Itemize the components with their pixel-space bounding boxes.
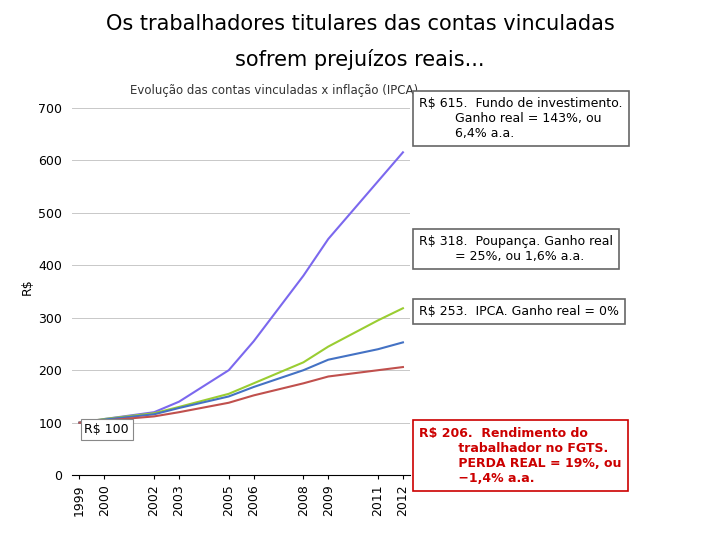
Text: R$ 206.  Rendimento do
         trabalhador no FGTS.
         PERDA REAL = 19%, : R$ 206. Rendimento do trabalhador no FGT… bbox=[419, 427, 621, 484]
Text: Evolução das contas vinculadas x inflação (IPCA): Evolução das contas vinculadas x inflaçã… bbox=[130, 84, 418, 97]
Text: R$ 615.  Fundo de investimento.
         Ganho real = 143%, ou
         6,4% a.a: R$ 615. Fundo de investimento. Ganho rea… bbox=[419, 97, 623, 140]
Text: R$ 318.  Poupança. Ganho real
         = 25%, ou 1,6% a.a.: R$ 318. Poupança. Ganho real = 25%, ou 1… bbox=[419, 235, 613, 263]
Text: sofrem prejuízos reais...: sofrem prejuízos reais... bbox=[235, 49, 485, 70]
Y-axis label: R$: R$ bbox=[21, 278, 34, 295]
Text: R$ 100: R$ 100 bbox=[84, 423, 129, 436]
Text: Os trabalhadores titulares das contas vinculadas: Os trabalhadores titulares das contas vi… bbox=[106, 14, 614, 33]
Text: R$ 253.  IPCA. Ganho real = 0%: R$ 253. IPCA. Ganho real = 0% bbox=[419, 305, 619, 318]
